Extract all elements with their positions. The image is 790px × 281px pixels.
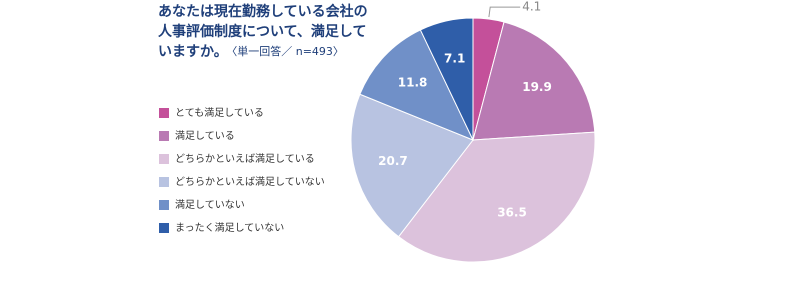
legend-label: どちらかといえば満足していない xyxy=(175,176,325,188)
pie-slice xyxy=(350,93,474,238)
data-label: 36.5 xyxy=(497,206,527,220)
pie-slice xyxy=(397,131,596,263)
legend-label: 満足していない xyxy=(175,199,245,211)
legend-swatch xyxy=(159,223,169,233)
chart-title: 人事評価制度について、満足して xyxy=(158,23,366,40)
chart-title-line: いますか。 xyxy=(158,44,228,60)
legend-label: まったく満足していない xyxy=(175,222,284,234)
data-label: 19.9 xyxy=(522,80,552,94)
legend-swatch xyxy=(159,131,169,141)
data-label: 4.1 xyxy=(522,0,541,14)
data-label: 7.1 xyxy=(444,52,465,66)
legend-swatch xyxy=(159,200,169,210)
legend-swatch xyxy=(159,177,169,187)
legend-label: 満足している xyxy=(175,130,235,142)
chart-title: あなたは現在勤務している会社の xyxy=(158,3,368,20)
legend-label: どちらかといえば満足している xyxy=(175,153,315,165)
leader-line xyxy=(488,6,521,18)
chart-title: いますか。 〈単一回答／ n=493〉 xyxy=(158,44,344,60)
legend-swatch xyxy=(159,154,169,164)
legend-swatch xyxy=(159,108,169,118)
pie-slice xyxy=(419,17,474,141)
data-label: 11.8 xyxy=(398,76,428,90)
chart-subtitle: 〈単一回答／ n=493〉 xyxy=(232,44,344,58)
data-label: 20.7 xyxy=(378,154,408,168)
legend-label: とても満足している xyxy=(175,107,264,119)
pie-slice xyxy=(359,29,475,141)
pie-slice xyxy=(472,21,596,141)
